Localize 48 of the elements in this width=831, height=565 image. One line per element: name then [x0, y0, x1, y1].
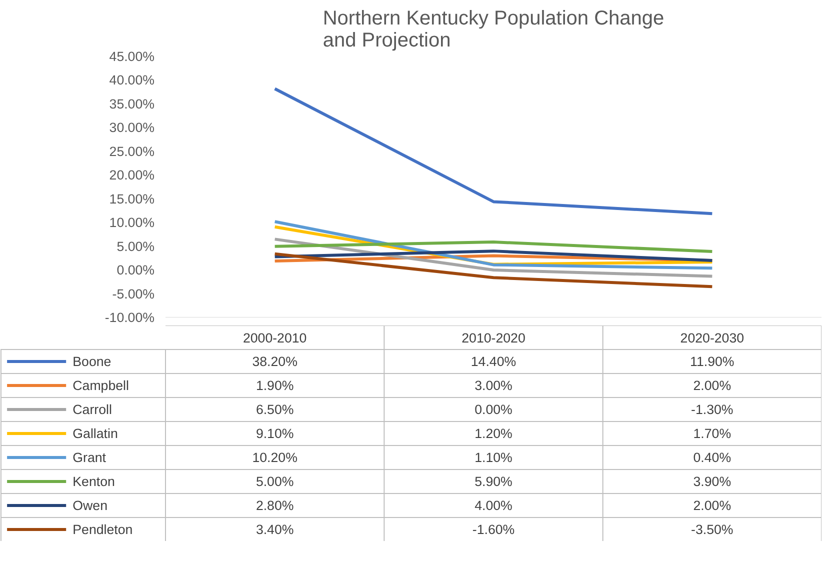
data-label: 2.00% — [693, 498, 732, 513]
data-label: 3.00% — [474, 378, 513, 393]
data-label: 2.00% — [693, 378, 732, 393]
y-tick-label: 10.00% — [109, 215, 155, 230]
legend-label: Carroll — [72, 402, 112, 417]
data-label: 1.70% — [693, 426, 732, 441]
y-tick-label: 15.00% — [109, 191, 155, 206]
data-label: 38.20% — [252, 354, 298, 369]
data-label: 0.00% — [474, 402, 513, 417]
data-label: 6.50% — [256, 402, 294, 417]
x-tick-label: 2000-2010 — [242, 330, 307, 346]
y-tick-label: 45.00% — [109, 49, 155, 64]
data-label: 14.40% — [470, 354, 516, 369]
y-tick-label: -5.00% — [112, 286, 155, 302]
data-label: 11.90% — [690, 354, 734, 369]
data-label: -3.50% — [691, 522, 734, 537]
legend-label: Owen — [72, 498, 108, 513]
legend-label: Campbell — [72, 378, 129, 393]
data-label: 9.10% — [256, 426, 294, 441]
data-label: 1.90% — [256, 378, 294, 393]
data-label: 1.20% — [474, 426, 513, 441]
data-label: 10.20% — [252, 450, 298, 465]
x-tick-label: 2020-2030 — [680, 330, 744, 346]
data-label: 3.40% — [256, 522, 294, 537]
data-label: -1.30% — [691, 402, 734, 417]
y-tick-label: 35.00% — [109, 96, 155, 112]
data-label: 3.90% — [693, 474, 732, 489]
chart-title: Northern Kentucky Population Change and Projection — [322, 8, 664, 52]
y-tick-label: 5.00% — [116, 238, 155, 254]
legend-label: Pendleton — [72, 522, 133, 537]
legend-label: Gallatin — [72, 426, 118, 441]
y-tick-label: 30.00% — [109, 120, 155, 136]
legend-label: Boone — [72, 354, 112, 369]
legend-label: Kenton — [72, 474, 115, 489]
data-label: 5.00% — [256, 474, 294, 489]
data-label: 4.00% — [474, 498, 513, 513]
x-tick-label: 2010-2020 — [462, 330, 526, 346]
data-label: 5.90% — [474, 474, 513, 489]
y-tick-label: -10.00% — [104, 310, 155, 325]
data-label: 0.40% — [693, 450, 732, 465]
data-label: 2.80% — [256, 498, 294, 513]
y-tick-label: 40.00% — [109, 72, 155, 88]
y-tick-label: 25.00% — [109, 144, 155, 159]
data-label: -1.60% — [472, 522, 515, 537]
data-label: 1.10% — [474, 450, 513, 465]
y-tick-label: 0.00% — [116, 262, 155, 278]
legend-label: Grant — [72, 450, 106, 465]
y-tick-label: 20.00% — [109, 168, 155, 183]
